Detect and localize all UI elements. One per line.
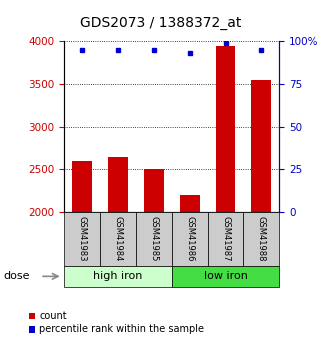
Text: GSM41986: GSM41986 bbox=[185, 216, 194, 262]
Text: GSM41983: GSM41983 bbox=[78, 216, 87, 262]
Bar bbox=[216, 46, 235, 212]
Text: GSM41988: GSM41988 bbox=[257, 216, 266, 262]
Bar bbox=[180, 195, 200, 212]
Text: GSM41985: GSM41985 bbox=[149, 216, 158, 262]
Text: dose: dose bbox=[3, 272, 30, 281]
Text: high iron: high iron bbox=[93, 272, 143, 281]
Text: GSM41984: GSM41984 bbox=[113, 216, 123, 262]
Bar bbox=[72, 161, 92, 212]
Bar bbox=[144, 169, 164, 212]
Bar bbox=[108, 157, 128, 212]
Text: count: count bbox=[39, 311, 67, 321]
Text: GSM41987: GSM41987 bbox=[221, 216, 230, 262]
Text: low iron: low iron bbox=[204, 272, 247, 281]
Text: percentile rank within the sample: percentile rank within the sample bbox=[39, 325, 204, 334]
Bar bbox=[251, 80, 271, 212]
Text: GDS2073 / 1388372_at: GDS2073 / 1388372_at bbox=[80, 16, 241, 30]
